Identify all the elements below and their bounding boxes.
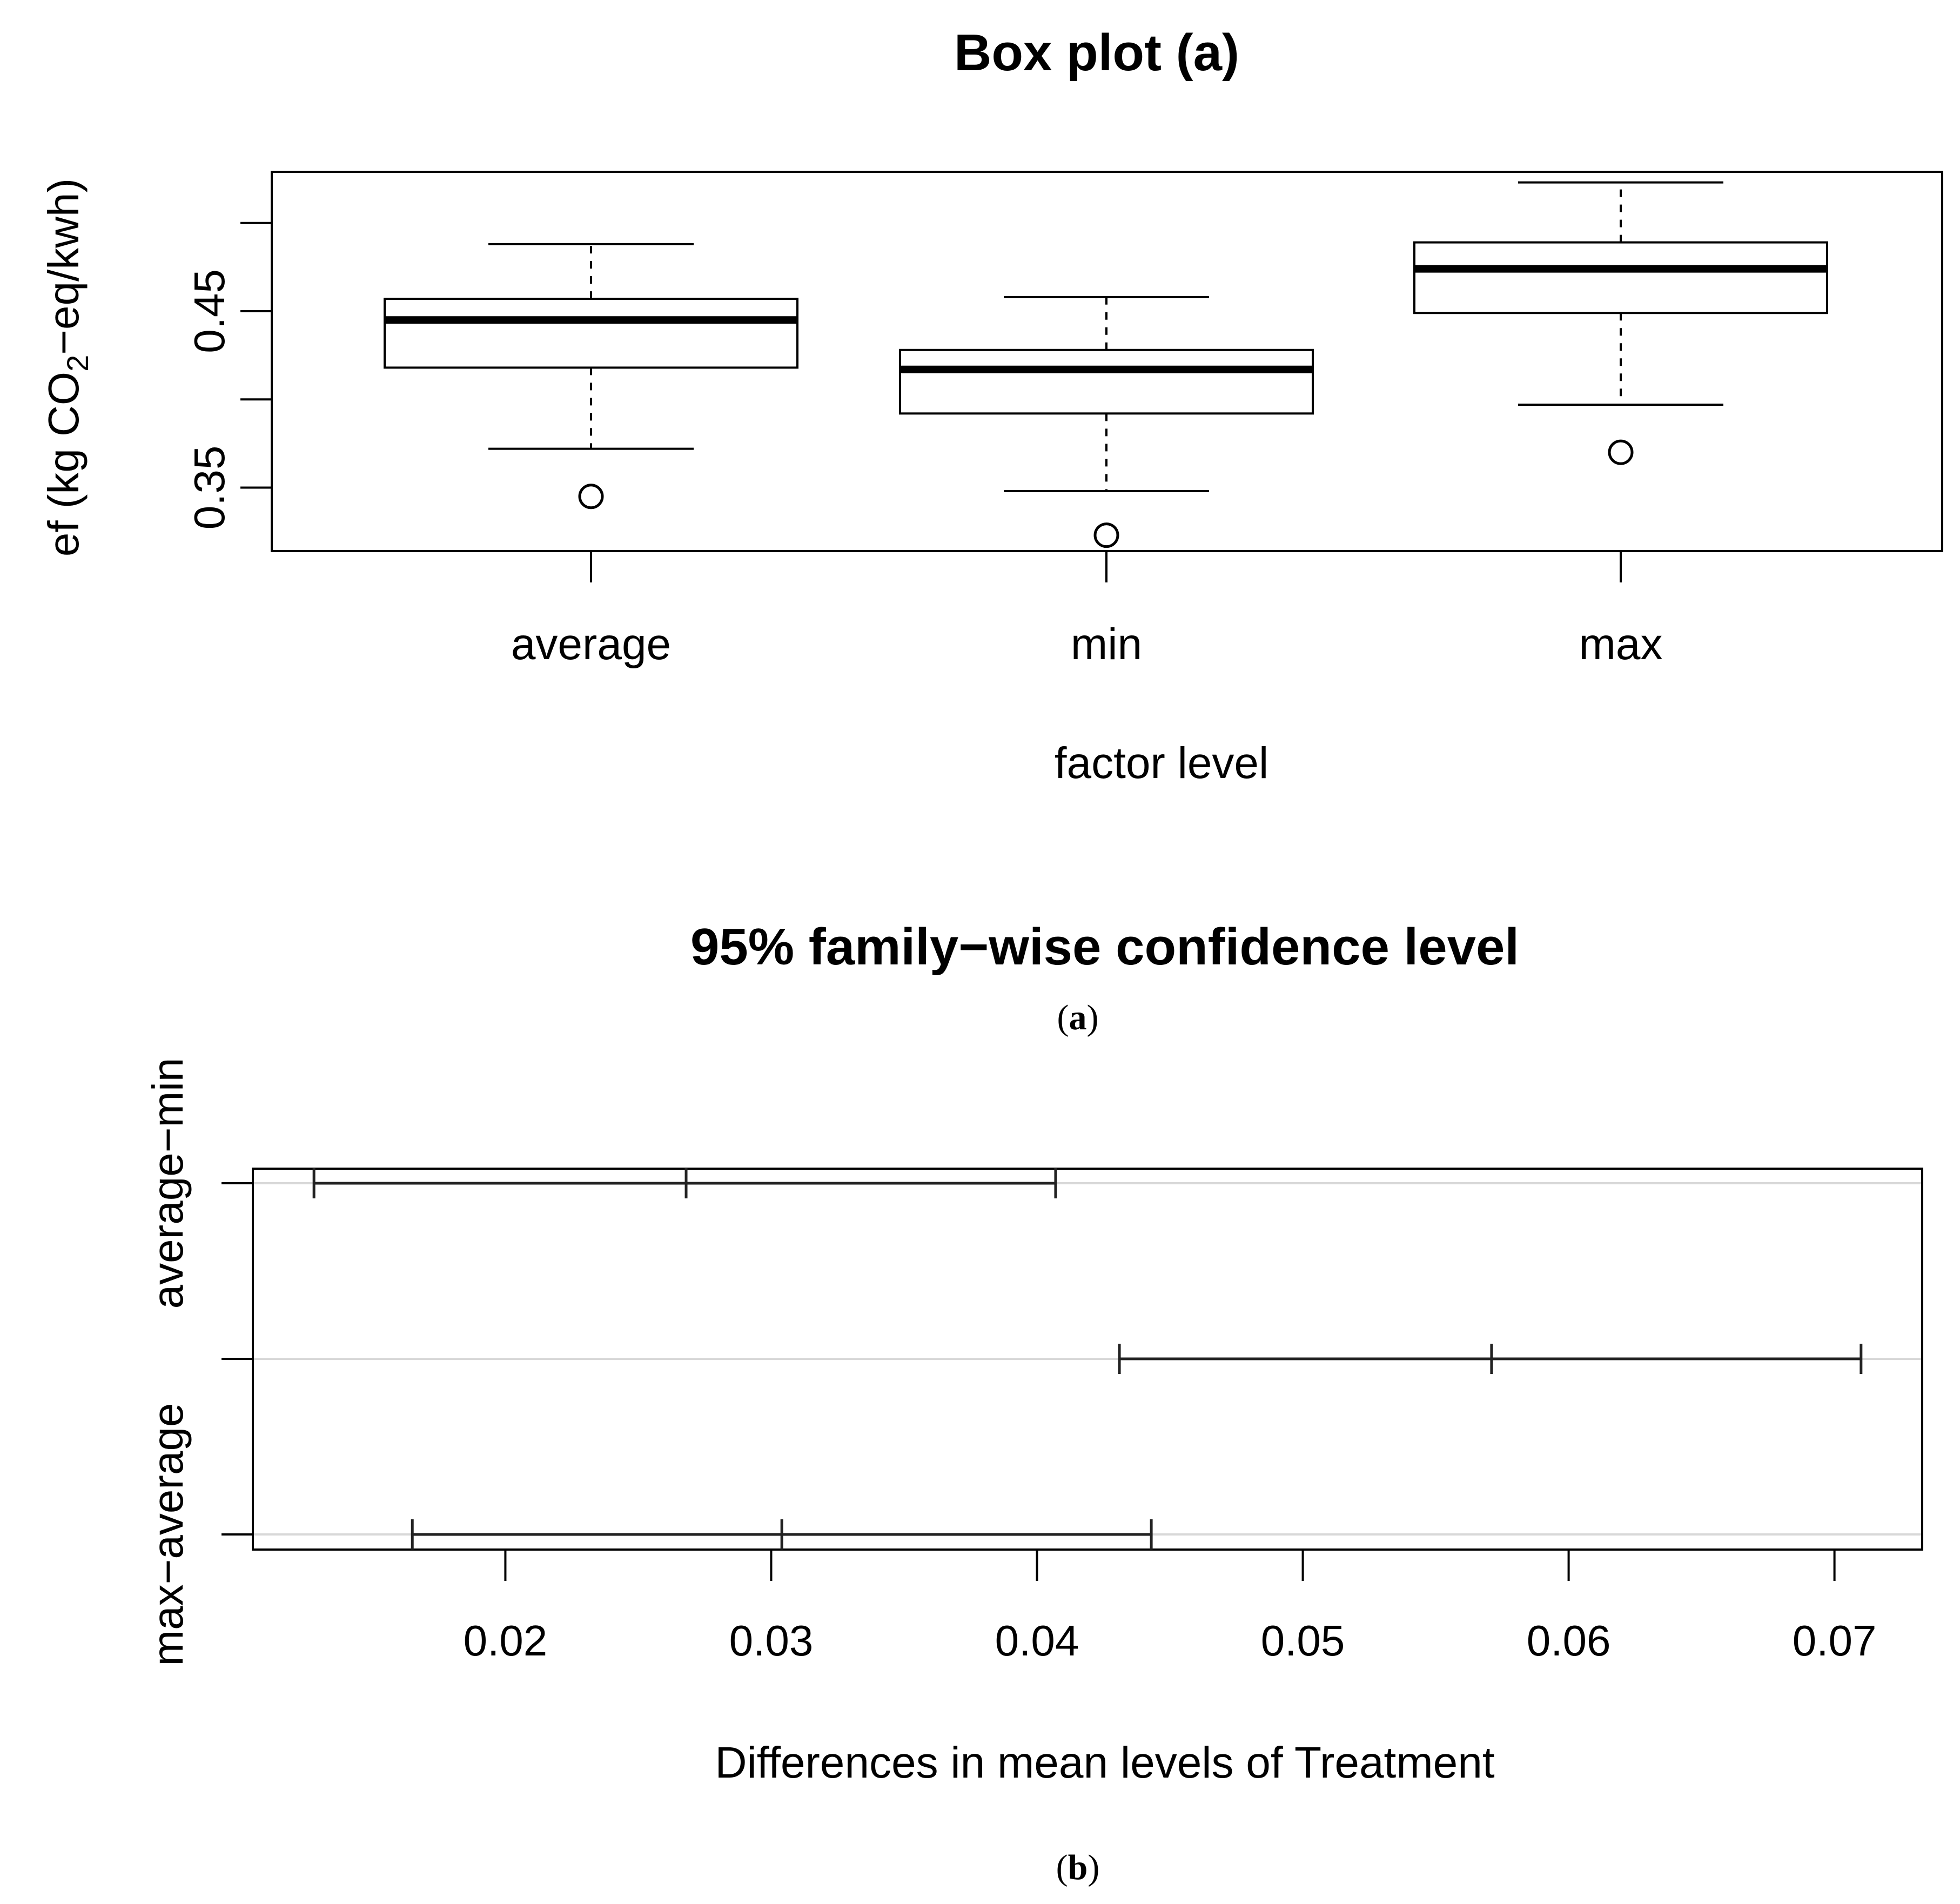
confidence-intervals xyxy=(312,1168,1863,1550)
x-tick-label: 0.06 xyxy=(1527,1617,1611,1665)
y-label-subscript: 2 xyxy=(61,355,95,372)
confidence-chart-title: 95% family−wise confidence level xyxy=(690,918,1519,976)
box-max xyxy=(1413,181,1828,465)
x-tick-label: 0.07 xyxy=(1793,1617,1877,1665)
box-min xyxy=(899,296,1314,548)
box-iqr xyxy=(1413,241,1828,314)
box-plot-x-axis-label: factor level xyxy=(1055,739,1269,788)
x-tick-label-max: max xyxy=(1579,620,1663,669)
interval-1 xyxy=(1118,1344,1863,1374)
y-tick-label: 0.35 xyxy=(185,446,233,530)
box-plot-title: Box plot (a) xyxy=(954,24,1239,82)
x-tick-label: 0.05 xyxy=(1261,1617,1345,1665)
box-plot-y-axis-label: ef (kg CO2−eq/kwh) xyxy=(39,178,95,557)
outlier-point xyxy=(578,484,604,509)
outlier-point xyxy=(1608,439,1634,465)
confidence-x-axis: 0.02 0.03 0.04 0.05 0.06 0.07 xyxy=(464,1550,1877,1665)
x-tick-label-min: min xyxy=(1071,620,1142,669)
box-plot-x-axis: average min max xyxy=(511,551,1663,669)
caption-a-open: ( xyxy=(1057,998,1069,1037)
box-plot-chart: Box plot (a) ef (kg CO2−eq/kwh) factor l… xyxy=(39,24,1943,788)
caption-a-close: ) xyxy=(1087,998,1099,1037)
box-plot-y-axis: 0.35 0.45 xyxy=(185,222,272,530)
x-tick-label: 0.02 xyxy=(464,1617,548,1665)
y-tick-label: max−average xyxy=(144,1403,192,1666)
box-average xyxy=(384,243,798,509)
outlier-point xyxy=(1093,522,1119,548)
confidence-x-axis-label: Differences in mean levels of Treatment xyxy=(715,1738,1495,1787)
y-tick-label: 0.45 xyxy=(185,269,233,353)
caption-b-close: ) xyxy=(1088,1848,1099,1887)
x-tick-label: 0.03 xyxy=(729,1617,814,1665)
caption-b-open: ( xyxy=(1056,1848,1068,1887)
y-label-part-1: ef (kg CO xyxy=(39,372,88,557)
box-iqr xyxy=(899,348,1314,415)
confidence-y-axis: average−min max−average xyxy=(144,1058,253,1666)
caption-b-letter: b xyxy=(1068,1848,1088,1887)
y-label-part-2: −eq/kwh) xyxy=(39,178,88,355)
x-tick-label-average: average xyxy=(511,620,671,669)
caption-a-letter: a xyxy=(1069,998,1087,1037)
interval-0 xyxy=(312,1168,1057,1198)
box-plot-boxes xyxy=(384,181,1828,548)
caption-a: (a) xyxy=(1057,998,1099,1037)
y-tick-label: average−min xyxy=(144,1058,192,1309)
x-tick-label: 0.04 xyxy=(995,1617,1079,1665)
confidence-interval-chart: 95% family−wise confidence level average… xyxy=(144,918,1923,1787)
interval-2 xyxy=(411,1519,1153,1550)
caption-b: (b) xyxy=(1056,1848,1100,1887)
box-iqr xyxy=(384,298,798,369)
